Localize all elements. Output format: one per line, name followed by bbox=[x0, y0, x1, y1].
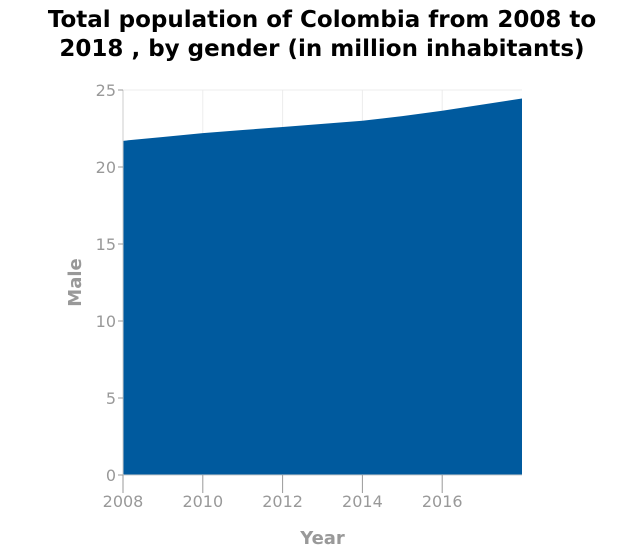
y-tick-label: 15 bbox=[96, 235, 116, 254]
x-tick-label: 2016 bbox=[422, 492, 463, 511]
x-tick-label: 2014 bbox=[342, 492, 383, 511]
y-tick-label: 20 bbox=[96, 158, 116, 177]
chart-title: Total population of Colombia from 2008 t… bbox=[0, 6, 644, 64]
x-tick-label: 2012 bbox=[262, 492, 303, 511]
y-axis-title: Male bbox=[65, 258, 86, 306]
x-tick-label: 2008 bbox=[103, 492, 144, 511]
y-tick-label: 10 bbox=[96, 312, 116, 331]
chart-title-line-2: 2018 , by gender (in million inhabitants… bbox=[59, 36, 585, 62]
x-tick-label: 2010 bbox=[182, 492, 223, 511]
male-area bbox=[123, 98, 522, 475]
y-tick-label: 25 bbox=[96, 81, 116, 100]
chart-title-line-1: Total population of Colombia from 2008 t… bbox=[47, 7, 597, 33]
x-axis-title: Year bbox=[299, 528, 345, 549]
y-tick-label: 5 bbox=[106, 389, 116, 408]
y-tick-label: 0 bbox=[106, 466, 116, 485]
